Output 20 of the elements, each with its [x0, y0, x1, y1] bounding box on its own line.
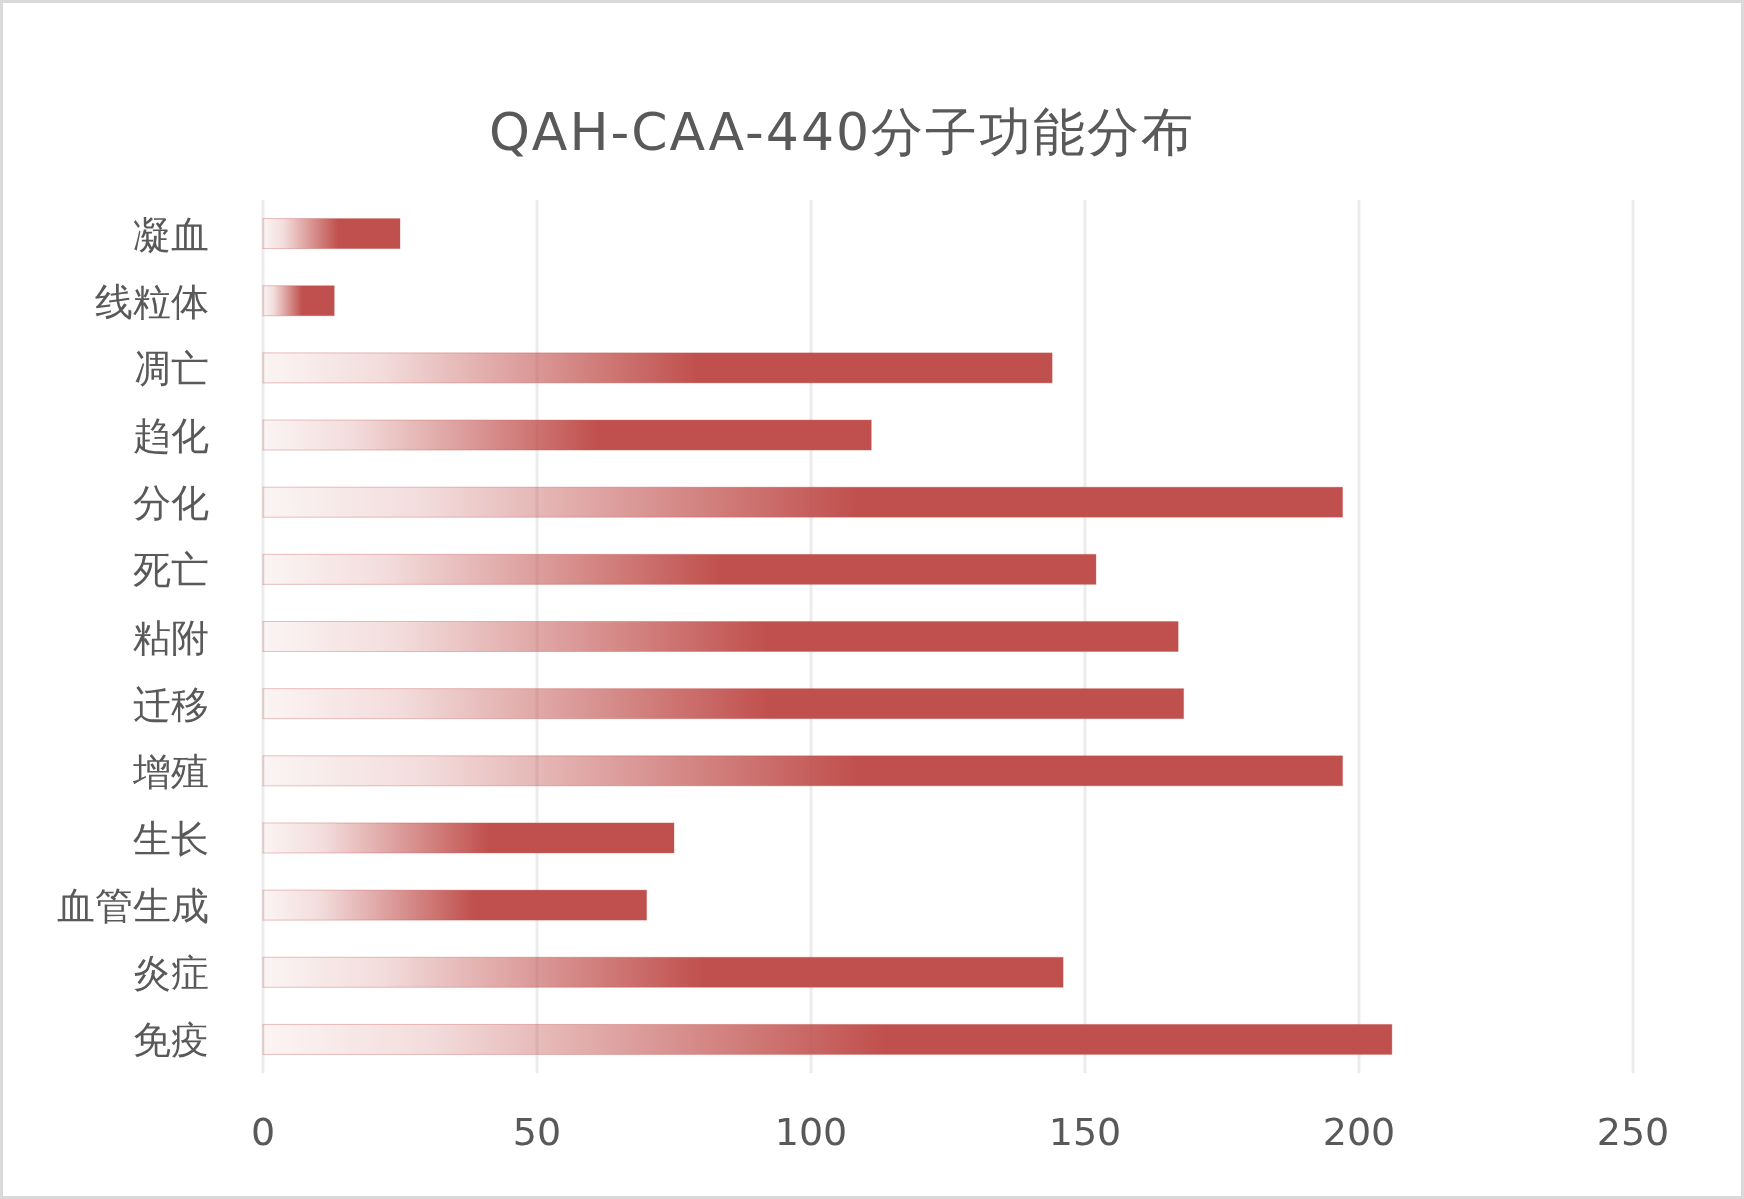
x-tick-label: 100	[774, 1110, 848, 1154]
y-tick-label: 凝血	[133, 212, 209, 257]
y-tick-label: 粘附	[133, 615, 209, 660]
x-tick-label: 250	[1596, 1110, 1670, 1154]
y-tick-label: 免疫	[133, 1018, 209, 1063]
x-tick-label: 200	[1322, 1110, 1396, 1154]
y-tick-label: 增殖	[132, 749, 209, 794]
y-tick-label: 分化	[133, 481, 209, 526]
y-tick-label: 生长	[133, 816, 209, 861]
y-tick-label: 血管生成	[57, 884, 209, 929]
y-tick-label: 趋化	[133, 414, 209, 459]
y-tick-label: 迁移	[133, 682, 209, 727]
x-tick-label: 0	[250, 1110, 276, 1154]
x-tick-label: 150	[1048, 1110, 1122, 1154]
title: QAH-CAA-440分子功能分布	[488, 102, 1196, 162]
y-tick-label: 死亡	[133, 548, 209, 593]
x-tick-label: 50	[512, 1110, 562, 1154]
y-tick-label: 线粒体	[95, 279, 209, 324]
y-tick-label: 炎症	[133, 951, 209, 996]
y-tick-label: 凋亡	[133, 346, 209, 391]
